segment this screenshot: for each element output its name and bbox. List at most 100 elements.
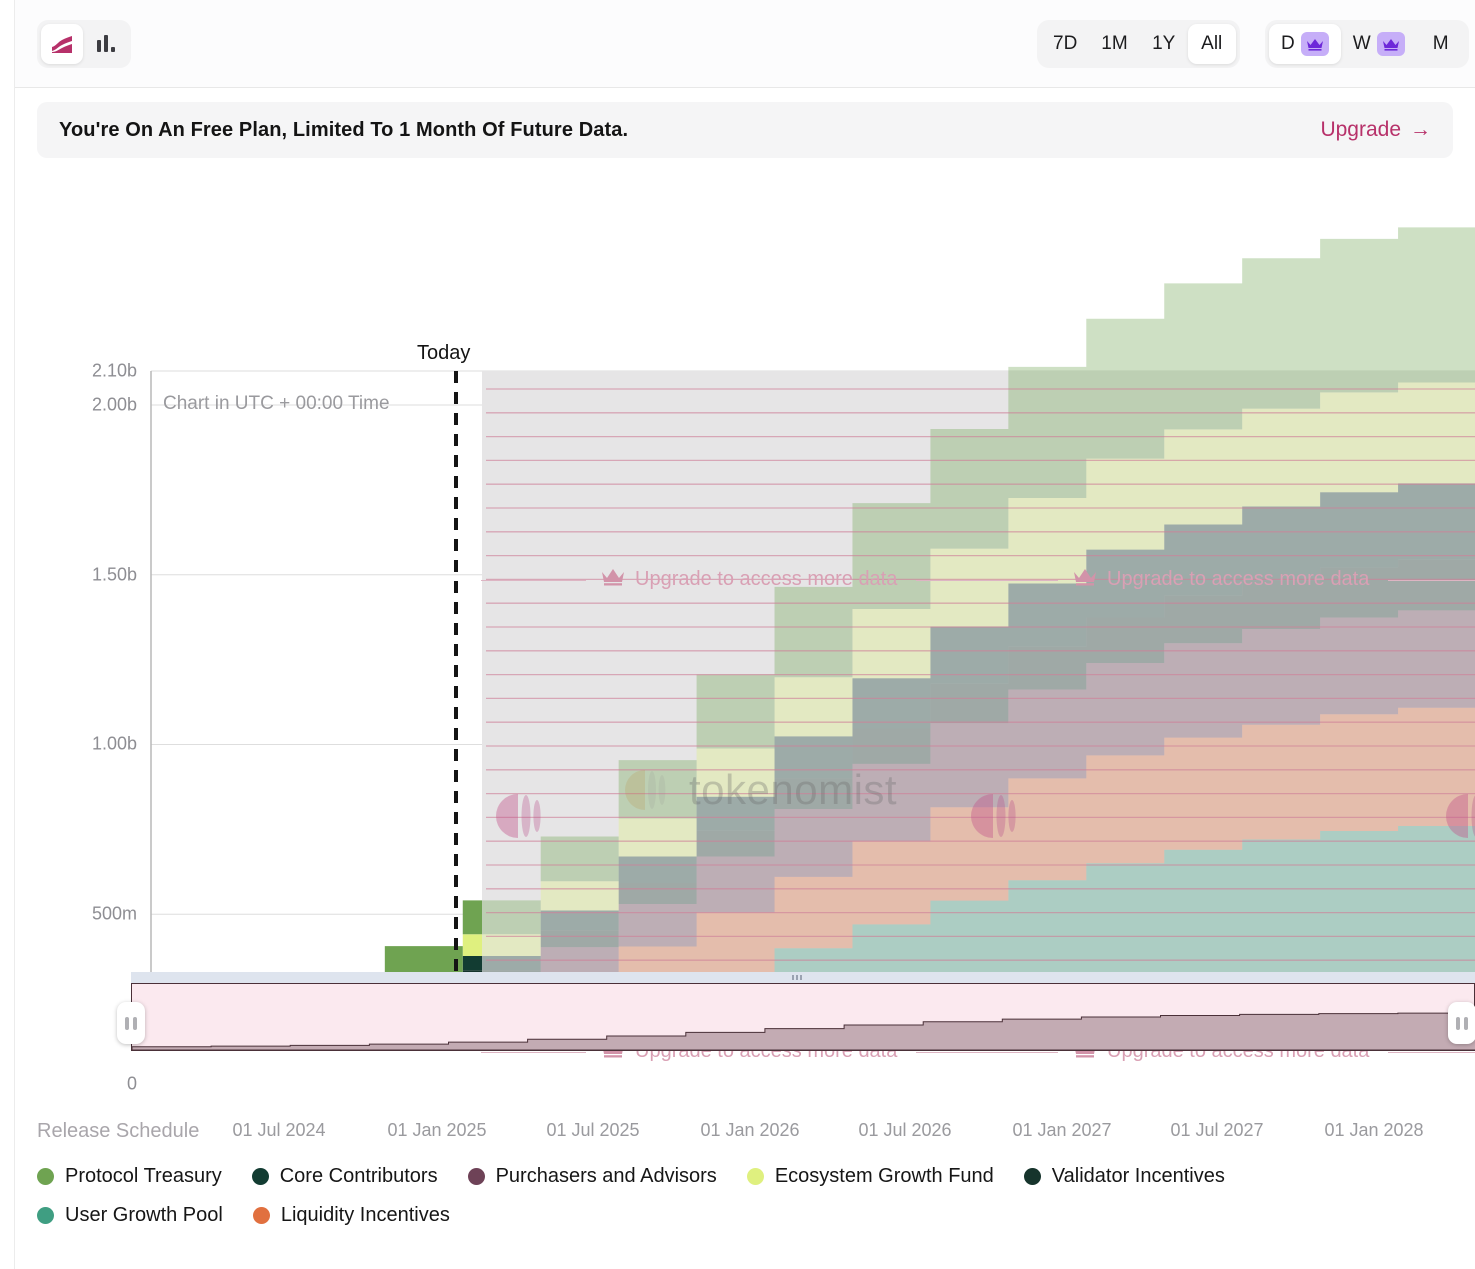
free-plan-banner: You're On An Free Plan, Limited To 1 Mon… (37, 102, 1453, 158)
chart-toolbar: 7D 1M 1Y All D W M (15, 0, 1475, 88)
bar-chart-toggle[interactable] (85, 24, 127, 64)
x-axis-tick: 01 Jan 2027 (1012, 1120, 1112, 1140)
series-area-locked-purchasers-and-advisors (540, 610, 1475, 972)
time-range-group: 7D 1M 1Y All (1037, 20, 1240, 68)
legend-color-swatch (37, 1207, 54, 1224)
grip-line (133, 1016, 137, 1030)
series-area-validator-incentives (462, 970, 482, 972)
locked-overlay-rule (481, 580, 586, 581)
brush-handle-left[interactable] (117, 1002, 145, 1044)
brush-selection[interactable] (131, 983, 1475, 1051)
granularity-weekly-label: W (1352, 33, 1371, 54)
area-chart-toggle[interactable] (41, 24, 83, 64)
range-1m[interactable]: 1M (1089, 24, 1139, 64)
grip-line (125, 1016, 129, 1030)
today-marker-label: Today (417, 342, 471, 364)
series-area-locked-validator-incentives (482, 559, 1475, 972)
chart-type-toggle-group (37, 20, 131, 68)
range-7d[interactable]: 7D (1041, 24, 1089, 64)
legend-color-swatch (467, 1168, 485, 1185)
grip-line (1456, 1016, 1460, 1030)
y-axis-tick: 1.00b (91, 733, 137, 754)
legend-row: User Growth Pool Liquidity Incentives (37, 1204, 1467, 1227)
legend-item-purchasers-and-advisors[interactable]: Purchasers and Advisors (467, 1165, 717, 1188)
tokenomist-logo-icon (1446, 794, 1475, 838)
upgrade-link[interactable]: Upgrade → (1320, 118, 1431, 142)
granularity-weekly[interactable]: W (1341, 24, 1417, 64)
x-axis-tick: 01 Jul 2026 (858, 1120, 952, 1140)
granularity-daily[interactable]: D (1269, 24, 1341, 64)
legend-item-core-contributors[interactable]: Core Contributors (251, 1165, 438, 1188)
legend-item-label: Protocol Treasury (65, 1165, 222, 1187)
legend-item-liquidity-incentives[interactable]: Liquidity Incentives (252, 1204, 450, 1227)
brush-preview-chart (131, 1012, 1475, 1051)
legend-item-label: Ecosystem Growth Fund (774, 1165, 994, 1187)
utc-note: Chart in UTC + 00:00 Time (163, 393, 390, 414)
locked-upgrade-message-text: Upgrade to access more data (635, 568, 898, 590)
x-axis-tick: 01 Jan 2025 (387, 1120, 487, 1140)
legend-item-ecosystem-growth-fund[interactable]: Ecosystem Growth Fund (746, 1165, 994, 1188)
y-axis-tick: 500m (91, 903, 137, 924)
crown-icon (1376, 32, 1405, 56)
range-1y[interactable]: 1Y (1140, 24, 1188, 64)
bar-chart-icon (97, 35, 115, 52)
legend-color-swatch (252, 1207, 270, 1224)
y-axis-tick: 1.50b (91, 564, 137, 585)
legend-row: Protocol Treasury Core Contributors Purcha… (37, 1165, 1467, 1188)
legend-item-label: Core Contributors (279, 1165, 438, 1187)
range-all[interactable]: All (1187, 24, 1236, 64)
series-area-protocol-treasury (384, 900, 482, 972)
legend-item-label: Validator Incentives (1051, 1165, 1225, 1187)
free-plan-banner-text: You're On An Free Plan, Limited To 1 Mon… (59, 118, 629, 141)
legend-color-swatch (251, 1168, 269, 1185)
granularity-group: D W M (1265, 20, 1469, 68)
legend-item-user-growth-pool[interactable]: User Growth Pool (37, 1204, 223, 1227)
series-area-locked-protocol-treasury (482, 227, 1475, 935)
grip-line (1464, 1016, 1468, 1030)
locked-overlay-rule (1388, 1052, 1475, 1053)
y-axis-tick: 0 (126, 1073, 137, 1094)
x-axis-tick: 01 Jul 2027 (1170, 1120, 1264, 1140)
brush-track[interactable] (131, 972, 1475, 984)
brush-top-grip[interactable] (789, 974, 805, 981)
locked-overlay-rule (1388, 580, 1475, 581)
y-axis-tick: 2.10b (91, 360, 137, 381)
legend-item-validator-incentives[interactable]: Validator Incentives (1023, 1165, 1225, 1188)
range-brush[interactable] (117, 972, 1475, 1058)
upgrade-link-label: Upgrade (1320, 118, 1401, 141)
locked-overlay-rule (953, 1052, 1058, 1053)
legend-rows: Protocol Treasury Core Contributors Purcha… (37, 1165, 1467, 1227)
series-area-locked-liquidity-incentives (618, 707, 1475, 972)
locked-overlay-rule (481, 1052, 586, 1053)
tokenomist-logo-icon (971, 794, 1016, 838)
legend-color-swatch (1023, 1168, 1041, 1185)
granularity-monthly[interactable]: M (1417, 24, 1465, 64)
chart-legend: Release Schedule Protocol Treasury Core C… (37, 1120, 1467, 1227)
x-axis-tick: 01 Jan 2028 (1324, 1120, 1424, 1140)
locked-region-background (482, 371, 1475, 972)
locked-upgrade-message[interactable]: Upgrade to access more data (1073, 567, 1369, 592)
x-axis-tick: 01 Jan 2026 (700, 1120, 800, 1140)
series-area-ecosystem-growth-fund (384, 934, 482, 972)
y-axis: 2.10b 2.00b 1.50b 1.00b 500m 0 (67, 162, 137, 1094)
legend-title: Release Schedule (37, 1120, 200, 1142)
legend-item-label: Purchasers and Advisors (495, 1165, 717, 1187)
tokenomist-logo-icon (496, 794, 541, 838)
granularity-daily-label: D (1281, 33, 1295, 54)
legend-color-swatch (37, 1168, 54, 1185)
crown-icon (601, 567, 625, 592)
chart-card: 7D 1M 1Y All D W M You're On An Free Pla… (14, 0, 1475, 1269)
release-schedule-chart[interactable]: 2.10b 2.00b 1.50b 1.00b 500m 0 01 Jul 2024 01 … (15, 162, 1475, 1140)
legend-item-protocol-treasury[interactable]: Protocol Treasury (37, 1165, 222, 1188)
locked-upgrade-message[interactable]: Upgrade to access more data (601, 567, 897, 592)
chart-canvas[interactable] (15, 162, 1475, 972)
legend-item-label: User Growth Pool (65, 1204, 223, 1226)
x-axis-tick: 01 Jul 2024 (232, 1120, 326, 1140)
series-area-core-contributors (462, 956, 482, 972)
arrow-right-icon: → (1410, 118, 1431, 141)
crown-icon (1300, 32, 1329, 56)
series-area-locked-ecosystem-growth-fund (482, 382, 1475, 956)
brush-handle-right[interactable] (1448, 1002, 1475, 1044)
locked-upgrade-message-text: Upgrade to access more data (1107, 568, 1370, 590)
area-chart-icon (52, 36, 72, 53)
